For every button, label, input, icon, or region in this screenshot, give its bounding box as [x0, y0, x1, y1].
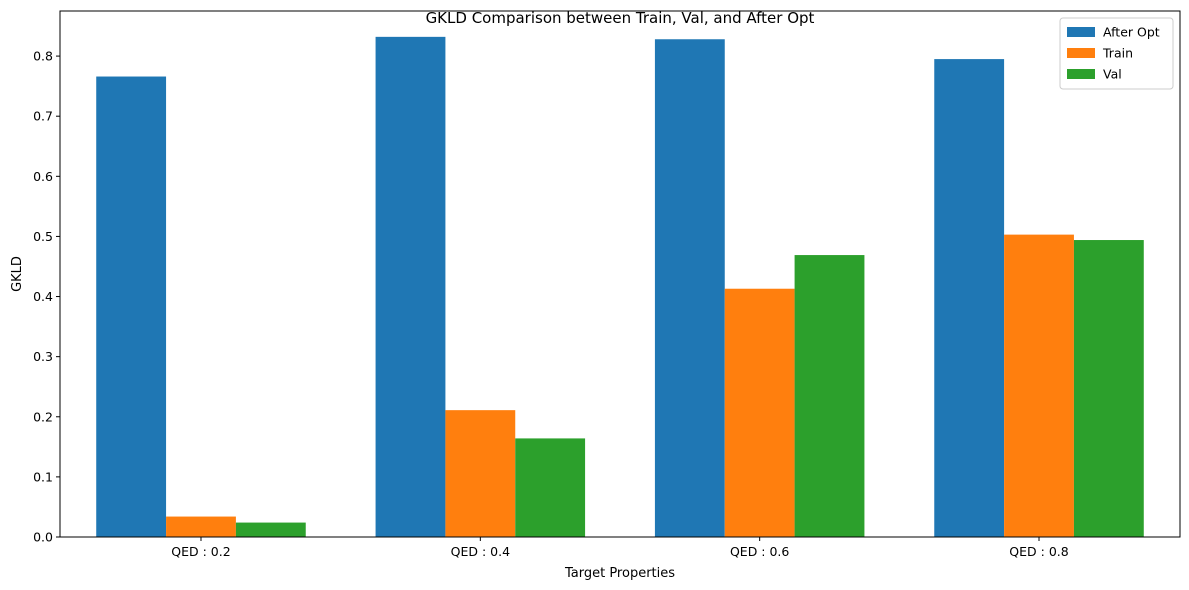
x-tick-label: QED : 0.6 — [730, 544, 789, 559]
x-tick-label: QED : 0.8 — [1009, 544, 1068, 559]
legend-swatch-val — [1067, 69, 1095, 79]
bar-after-opt-3 — [934, 59, 1005, 537]
x-axis-label: Target Properties — [564, 566, 675, 581]
y-tick-label: 0.3 — [33, 349, 53, 364]
y-tick-label: 0.8 — [33, 49, 53, 64]
legend-label-val: Val — [1103, 67, 1122, 82]
y-tick-label: 0.0 — [33, 530, 53, 545]
legend: After Opt Train Val — [1059, 17, 1174, 90]
x-axis: QED : 0.2 QED : 0.4 QED : 0.6 QED : 0.8 — [171, 537, 1069, 559]
bar-val-0 — [235, 522, 306, 537]
y-tick-label: 0.2 — [33, 409, 53, 424]
plot-frame — [59, 10, 1181, 538]
bar-train-1 — [445, 410, 516, 537]
legend-label-after-opt: After Opt — [1103, 25, 1160, 40]
chart-title: GKLD Comparison between Train, Val, and … — [426, 9, 815, 27]
bar-after-opt-0 — [96, 76, 167, 538]
bar-val-3 — [1073, 240, 1144, 537]
legend-swatch-train — [1067, 48, 1095, 58]
bar-train-2 — [724, 288, 795, 537]
bars-group — [96, 36, 1144, 538]
y-tick-label: 0.6 — [33, 169, 53, 184]
y-tick-label: 0.7 — [33, 109, 53, 124]
y-tick-label: 0.5 — [33, 229, 53, 244]
y-tick-label: 0.1 — [33, 469, 53, 484]
x-tick-label: QED : 0.2 — [171, 544, 230, 559]
y-tick-label: 0.4 — [33, 289, 53, 304]
bar-after-opt-1 — [375, 36, 446, 537]
x-tick-label: QED : 0.4 — [451, 544, 510, 559]
bar-val-2 — [794, 255, 865, 537]
y-axis-label: GKLD — [10, 256, 25, 292]
y-axis: 0.0 0.1 0.2 0.3 0.4 0.5 0.6 0.7 0.8 — [33, 49, 60, 545]
bar-train-0 — [166, 516, 236, 537]
legend-label-train: Train — [1102, 46, 1133, 61]
bar-train-3 — [1004, 234, 1074, 538]
legend-swatch-after-opt — [1067, 27, 1095, 37]
bar-val-1 — [515, 438, 586, 537]
bar-after-opt-2 — [654, 39, 725, 537]
